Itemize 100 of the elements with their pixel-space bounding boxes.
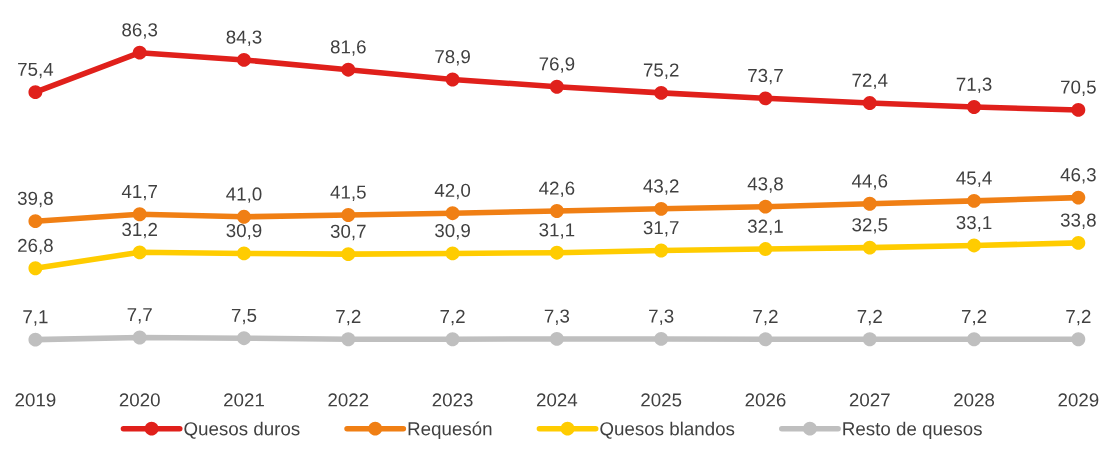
point <box>654 201 669 216</box>
point <box>549 331 564 346</box>
data-label: 31,1 <box>539 223 575 239</box>
point <box>445 332 460 347</box>
x-tick-label: 2022 <box>328 393 369 407</box>
legend-label: Resto de quesos <box>843 421 982 440</box>
data-label: 75,4 <box>18 62 54 79</box>
point <box>1071 102 1086 117</box>
x-tick-label: 2029 <box>1058 393 1099 407</box>
x-tick-label: 2027 <box>849 393 890 407</box>
data-label: 7,7 <box>127 308 152 324</box>
point <box>967 238 981 253</box>
point <box>28 214 43 229</box>
data-label: 7,2 <box>753 309 778 326</box>
point <box>654 331 669 346</box>
point <box>758 91 773 106</box>
point <box>549 204 564 218</box>
data-label: 39,8 <box>17 191 53 208</box>
point <box>862 332 877 347</box>
data-label: 41,0 <box>226 187 262 203</box>
x-tick-label: 2019 <box>15 393 56 407</box>
legend-label: Quesos duros <box>184 421 300 439</box>
point <box>237 331 251 346</box>
data-label: 33,1 <box>956 215 992 232</box>
data-label: 7,2 <box>857 309 882 326</box>
x-tick-label: 2021 <box>224 393 264 407</box>
point <box>549 79 564 94</box>
data-label: 32,5 <box>852 218 888 234</box>
data-label: 30,9 <box>226 223 262 240</box>
point <box>28 332 43 347</box>
data-label: 7,5 <box>231 308 257 325</box>
data-label: 7,1 <box>23 310 48 326</box>
point <box>341 247 356 262</box>
data-label: 76,9 <box>539 57 575 73</box>
data-label: 42,0 <box>434 183 471 200</box>
data-label: 41,5 <box>330 185 366 202</box>
point <box>967 193 981 208</box>
data-label: 30,7 <box>330 224 366 241</box>
data-label: 26,8 <box>18 238 53 255</box>
data-label: 42,6 <box>539 181 575 198</box>
data-label: 72,4 <box>852 73 888 90</box>
point <box>237 52 251 67</box>
data-label: 70,5 <box>1061 80 1096 96</box>
point <box>1071 190 1086 205</box>
point <box>132 207 147 222</box>
point <box>445 206 460 221</box>
data-label: 43,8 <box>747 177 783 193</box>
data-label: 7,2 <box>336 309 361 326</box>
data-label: 32,1 <box>747 219 783 236</box>
data-label: 7,3 <box>649 309 674 325</box>
point <box>654 85 669 100</box>
data-label: 73,7 <box>748 68 783 85</box>
x-tick-label: 2028 <box>954 393 995 407</box>
point <box>758 242 773 256</box>
x-tick-label: 2020 <box>119 393 160 407</box>
x-tick-label: 2024 <box>536 393 578 407</box>
data-label: 41,7 <box>121 184 157 201</box>
point <box>132 245 147 260</box>
point <box>28 261 43 276</box>
point <box>341 62 356 77</box>
data-label: 31,7 <box>643 221 679 237</box>
data-label: 7,3 <box>544 309 570 325</box>
point <box>132 330 147 345</box>
point <box>967 100 981 114</box>
data-label: 33,8 <box>1060 213 1096 229</box>
point <box>758 199 773 214</box>
data-label: 84,3 <box>226 30 262 46</box>
point <box>758 332 773 347</box>
point <box>967 332 981 347</box>
point <box>862 240 877 255</box>
legend-label: Quesos blandos <box>600 421 735 439</box>
data-label: 78,9 <box>435 50 470 66</box>
point <box>1071 332 1086 347</box>
data-label: 7,2 <box>1066 309 1091 326</box>
x-tick-label: 2026 <box>745 393 786 407</box>
data-label: 44,6 <box>851 174 888 190</box>
data-label: 81,6 <box>330 40 366 56</box>
data-label: 31,2 <box>122 222 157 239</box>
point <box>1071 235 1086 250</box>
point <box>654 243 669 258</box>
point <box>237 209 251 224</box>
data-label: 45,4 <box>956 171 992 187</box>
point <box>28 85 43 100</box>
data-label: 46,3 <box>1060 168 1096 184</box>
point <box>549 245 564 260</box>
data-label: 43,2 <box>643 179 679 195</box>
point <box>862 96 877 110</box>
point <box>341 208 356 222</box>
x-tick-label: 2023 <box>432 393 473 407</box>
x-tick-label: 2025 <box>641 393 682 407</box>
data-label: 7,2 <box>440 309 465 326</box>
data-label: 30,9 <box>435 223 470 240</box>
point <box>132 45 147 60</box>
point <box>237 246 251 261</box>
point <box>445 246 460 261</box>
point <box>862 196 877 211</box>
data-label: 71,3 <box>956 77 992 94</box>
point <box>445 72 460 87</box>
data-label: 86,3 <box>122 23 158 39</box>
data-label: 7,2 <box>961 309 987 326</box>
